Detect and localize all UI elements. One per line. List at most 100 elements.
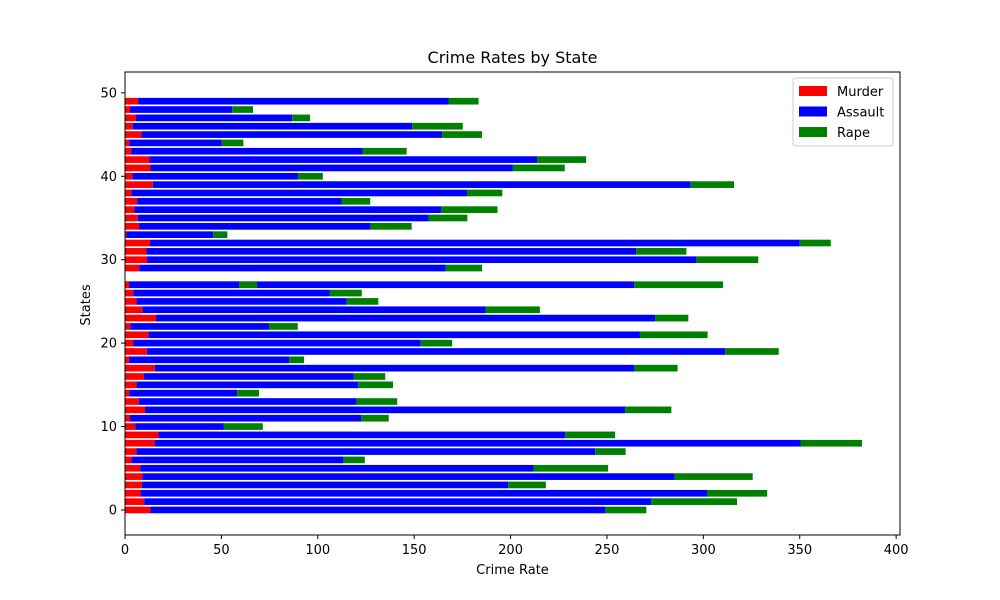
- assault-bar-10: [135, 423, 224, 430]
- rape-bar-41: [512, 164, 565, 172]
- murder-bar-46: [125, 122, 133, 130]
- murder-bar-30: [125, 256, 147, 264]
- murder-bar-47: [125, 114, 136, 122]
- rape-bar-9: [565, 431, 616, 439]
- rape-bar-6: [343, 456, 365, 464]
- murder-bar-41: [125, 164, 151, 172]
- assault-bar-28: [129, 281, 239, 289]
- rape-bar-37: [341, 197, 371, 205]
- rape-bar-18: [289, 356, 305, 364]
- assault-bar-3: [141, 481, 509, 489]
- rape-bar-2: [707, 489, 768, 497]
- assault-bar-34: [139, 222, 371, 230]
- murder-bar-22: [125, 323, 131, 330]
- x-tick-label: 250: [595, 543, 620, 558]
- x-tick-label: 150: [402, 543, 427, 558]
- rape-bar-22: [269, 323, 298, 330]
- murder-bar-11: [125, 414, 131, 422]
- assault-bar-39: [152, 181, 691, 188]
- assault-bar-20: [133, 339, 421, 347]
- rape-bar-46: [412, 122, 463, 130]
- rape-bar-42: [536, 156, 587, 163]
- murder-bar-25: [125, 298, 137, 305]
- rape-bar-33: [213, 231, 228, 239]
- assault-bar-26: [133, 289, 330, 297]
- murder-bar-0: [125, 506, 151, 514]
- rape-bar-12: [625, 406, 672, 414]
- y-tick-label: 20: [100, 337, 117, 352]
- legend-label-assault: Assault: [837, 106, 884, 121]
- assault-bar-40: [132, 172, 299, 180]
- murder-bar-21: [125, 331, 149, 339]
- murder-bar-39: [125, 181, 153, 188]
- assault-bar-25: [136, 298, 347, 305]
- rape-bar-21: [639, 331, 708, 339]
- rape-bar-29: [445, 264, 483, 272]
- y-tick-label: 0: [109, 503, 117, 518]
- assault-bar-6: [131, 456, 344, 464]
- assault-bar-9: [158, 431, 566, 439]
- assault-bar-41: [150, 164, 513, 172]
- murder-bar-42: [125, 156, 150, 163]
- murder-bar-26: [125, 289, 134, 297]
- x-axis-label: Crime Rate: [476, 563, 549, 578]
- assault-bar-43: [131, 147, 363, 155]
- rape-bar-35: [428, 214, 468, 222]
- x-tick-label: 0: [121, 543, 129, 558]
- plot-frame: [124, 71, 901, 536]
- chart-title: Crime Rates by State: [428, 48, 598, 67]
- rape-bar-8: [800, 439, 863, 447]
- x-tick-label: 100: [305, 543, 330, 558]
- murder-bar-20: [125, 339, 134, 347]
- murder-bar-16: [125, 373, 144, 380]
- murder-bar-45: [125, 131, 142, 138]
- assault-bar-48: [130, 106, 233, 113]
- assault-bar-37: [137, 197, 342, 205]
- rape-bar-40: [298, 172, 323, 180]
- rape-bar-36: [440, 206, 498, 213]
- assault-bar-47: [135, 114, 293, 122]
- rape-bar-19: [725, 348, 779, 355]
- rape-bar-13: [356, 398, 398, 405]
- murder-bar-29: [125, 264, 140, 272]
- assault-bar-1: [144, 498, 652, 505]
- legend-swatch-assault: [799, 106, 827, 117]
- rape-bar-25: [346, 298, 379, 305]
- rape-bar-10: [223, 423, 263, 430]
- rape-bar-14: [237, 389, 259, 397]
- assault-bar-46: [132, 122, 413, 130]
- assault-bar-29: [139, 264, 446, 272]
- murder-bar-34: [125, 222, 140, 230]
- murder-bar-4: [125, 473, 143, 480]
- murder-bar-8: [125, 439, 155, 447]
- x-tick-label: 350: [787, 543, 812, 558]
- assault-bar-21: [148, 331, 640, 339]
- murder-bar-17: [125, 364, 155, 372]
- assault-bar-8: [154, 439, 801, 447]
- murder-bar-43: [125, 147, 132, 155]
- assault-bar-5: [140, 464, 534, 472]
- assault-bar-7: [136, 448, 596, 455]
- rape-bar-11: [361, 414, 389, 422]
- murder-bar-35: [125, 214, 138, 222]
- murder-bar-3: [125, 481, 142, 489]
- assault-bar-0: [150, 506, 606, 514]
- assault-bar-4: [142, 473, 675, 480]
- assault-bar-23: [156, 314, 656, 322]
- x-axis: 0 50 100 150 200 250 300 350 400: [121, 535, 909, 558]
- assault-bar-42: [149, 156, 537, 163]
- assault-bar-12: [145, 406, 626, 414]
- rape-bar-49: [448, 97, 479, 105]
- legend-label-rape: Rape: [837, 126, 870, 141]
- murder-bar-5: [125, 464, 141, 472]
- murder-bar-1: [125, 498, 145, 505]
- rape-bar-39: [690, 181, 735, 188]
- murder-bar-14: [125, 389, 130, 397]
- rape-bar-28: [238, 281, 258, 289]
- murder-bar-32: [125, 239, 151, 247]
- murder-bar-31: [125, 248, 147, 255]
- rape-bar-0: [605, 506, 647, 514]
- rape-bar-4: [674, 473, 753, 480]
- assault-bar-2: [140, 489, 708, 497]
- legend-swatch-rape: [799, 127, 827, 137]
